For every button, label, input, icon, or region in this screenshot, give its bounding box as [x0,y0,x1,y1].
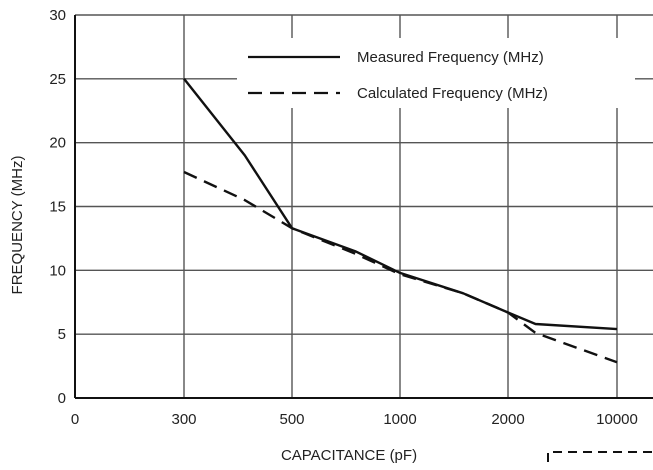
series-line-calculated [183,170,618,364]
dashed-corner-marker [547,451,653,462]
x-tick-label: 300 [171,411,196,428]
x-tick-label: 2000 [491,411,524,428]
legend-background [237,38,635,108]
x-axis-title: CAPACITANCE (pF) [281,447,417,464]
x-tick-label: 0 [71,411,79,428]
legend-label-calculated: Calculated Frequency (MHz) [357,85,548,102]
y-tick-label: 25 [49,71,66,88]
axes-layer [74,15,653,399]
y-tick-label: 0 [58,390,66,407]
legend: Measured Frequency (MHz) Calculated Frequ… [237,38,635,108]
x-tick-label: 500 [279,411,304,428]
x-tick-label: 10000 [596,411,638,428]
y-tick-label: 15 [49,199,66,216]
series-line-measured [183,78,618,331]
y-tick-label: 30 [49,7,66,24]
x-tick-label: 1000 [383,411,416,428]
y-tick-label: 20 [49,135,66,152]
y-axis-title: FREQUENCY (MHz) [9,156,26,295]
y-tick-label: 5 [58,326,66,343]
series-layer [183,78,618,364]
legend-label-measured: Measured Frequency (MHz) [357,49,544,66]
y-tick-label: 10 [49,262,66,279]
